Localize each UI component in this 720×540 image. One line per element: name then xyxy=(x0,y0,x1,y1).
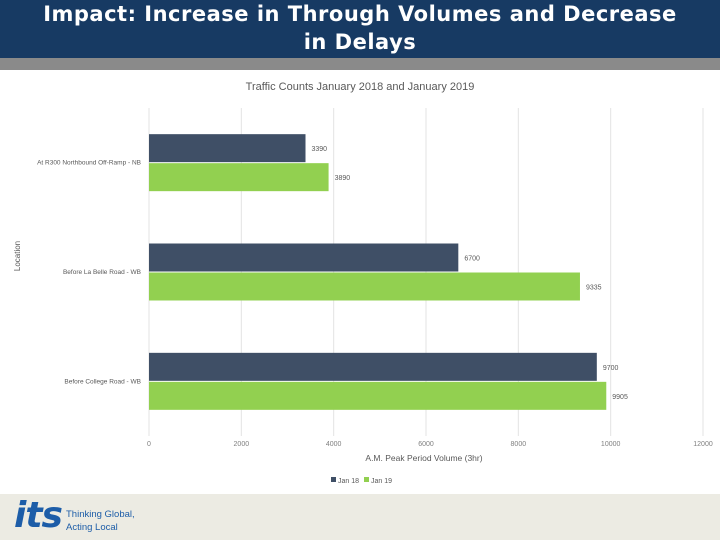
bar xyxy=(149,352,597,381)
bar xyxy=(149,134,306,163)
legend-swatch xyxy=(364,477,369,482)
chart-x-tick-labels: 0 2000 4000 6000 8000 10000 12000 xyxy=(147,441,713,448)
x-tick-label: 10000 xyxy=(601,441,621,448)
x-axis-title: A.M. Peak Period Volume (3hr) xyxy=(365,453,482,463)
legend-item: Jan 18 xyxy=(331,477,359,485)
category-label: At R300 Northbound Off-Ramp - NB xyxy=(37,160,141,167)
bar xyxy=(149,163,329,192)
its-logo: its xyxy=(14,495,63,536)
data-label: 9700 xyxy=(603,365,619,372)
x-tick-label: 12000 xyxy=(693,441,713,448)
logo-text: its xyxy=(14,495,63,536)
legend-item: Jan 19 xyxy=(364,477,392,485)
x-tick-label: 0 xyxy=(147,441,151,448)
category-label: Before La Belle Road - WB xyxy=(63,269,141,276)
tagline: Thinking Global, Acting Local xyxy=(66,508,135,534)
chart-title: Traffic Counts January 2018 and January … xyxy=(246,81,475,93)
bar xyxy=(149,381,607,410)
category-label: Before College Road - WB xyxy=(64,378,141,385)
tagline-line-1: Thinking Global, xyxy=(66,509,135,520)
data-label: 3890 xyxy=(335,175,351,182)
x-tick-label: 2000 xyxy=(234,441,250,448)
slide-title-line-1: Impact: Increase in Through Volumes and … xyxy=(43,2,677,26)
legend-swatch xyxy=(331,477,336,482)
chart-data-labels: 3390 3890 6700 9335 9700 9905 xyxy=(312,146,628,401)
x-tick-label: 6000 xyxy=(418,441,434,448)
data-label: 9905 xyxy=(612,394,628,401)
traffic-bar-chart: Traffic Counts January 2018 and January … xyxy=(13,81,713,485)
legend-label: Jan 18 xyxy=(338,478,359,485)
chart-gridlines xyxy=(148,108,704,436)
chart-category-labels: At R300 Northbound Off-Ramp - NB Before L… xyxy=(37,160,141,386)
slide-title: Impact: Increase in Through Volumes and … xyxy=(0,0,720,58)
chart-container: Traffic Counts January 2018 and January … xyxy=(0,70,720,494)
x-tick-label: 8000 xyxy=(511,441,527,448)
slide-title-line-2: in Delays xyxy=(303,30,417,54)
tagline-line-2: Acting Local xyxy=(66,522,118,533)
footer-bar xyxy=(0,494,720,540)
x-tick-label: 4000 xyxy=(326,441,342,448)
title-divider-band xyxy=(0,58,720,70)
bar xyxy=(149,272,580,301)
chart-bars xyxy=(149,134,607,410)
bar xyxy=(149,243,459,272)
data-label: 3390 xyxy=(312,146,328,153)
data-label: 6700 xyxy=(464,256,480,263)
y-axis-title: Location xyxy=(13,241,22,271)
legend-label: Jan 19 xyxy=(371,478,392,485)
data-label: 9335 xyxy=(586,285,602,292)
chart-legend: Jan 18 Jan 19 xyxy=(331,477,392,485)
